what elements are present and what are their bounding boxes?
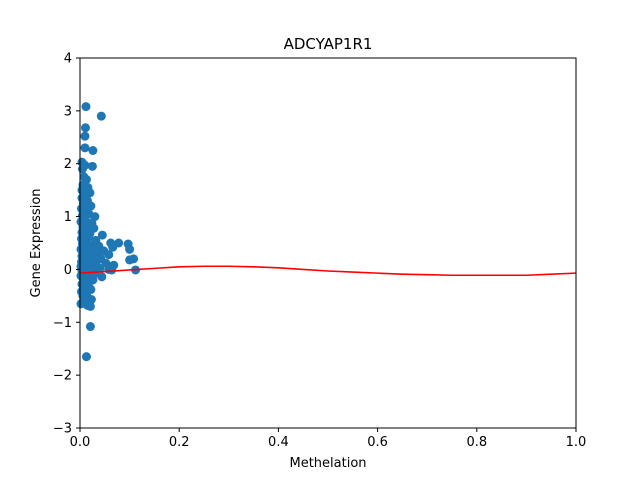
scatter-point-5 <box>88 146 97 155</box>
scatter-point-104 <box>86 302 95 311</box>
scatter-point-106 <box>82 352 91 361</box>
y-tick-label-7: 4 <box>64 52 72 67</box>
scatter-point-86 <box>97 272 106 281</box>
scatter-point-4 <box>80 143 89 152</box>
x-tick-label-3: 0.6 <box>367 435 388 450</box>
scatter-point-105 <box>86 322 95 331</box>
scatter-point-3 <box>80 132 89 141</box>
scatter-point-1 <box>97 112 106 121</box>
scatter-point-64 <box>125 255 134 264</box>
x-tick-label-5: 1.0 <box>566 435 587 450</box>
y-tick-label-0: −3 <box>53 422 72 437</box>
y-tick-label-4: 1 <box>64 210 72 225</box>
x-axis-label: Methelation <box>289 456 366 471</box>
scatter-point-0 <box>81 102 90 111</box>
y-tick-label-3: 0 <box>64 263 72 278</box>
y-tick-label-2: −1 <box>53 316 72 331</box>
x-tick-label-4: 0.8 <box>466 435 487 450</box>
x-tick-label-1: 0.2 <box>169 435 190 450</box>
chart-title: ADCYAP1R1 <box>284 35 373 53</box>
scatter-point-58 <box>104 250 113 259</box>
x-tick-label-0: 0.0 <box>70 435 91 450</box>
y-tick-label-5: 2 <box>64 157 72 172</box>
scatter-point-9 <box>78 165 87 174</box>
y-tick-label-6: 3 <box>64 104 72 119</box>
y-tick-label-1: −2 <box>53 369 72 384</box>
x-tick-label-2: 0.4 <box>268 435 289 450</box>
scatter-point-8 <box>88 162 97 171</box>
scatter-point-50 <box>125 245 134 254</box>
y-axis-label: Gene Expression <box>29 188 44 297</box>
scatter-point-2 <box>81 123 90 132</box>
scatter-point-80 <box>107 265 116 274</box>
